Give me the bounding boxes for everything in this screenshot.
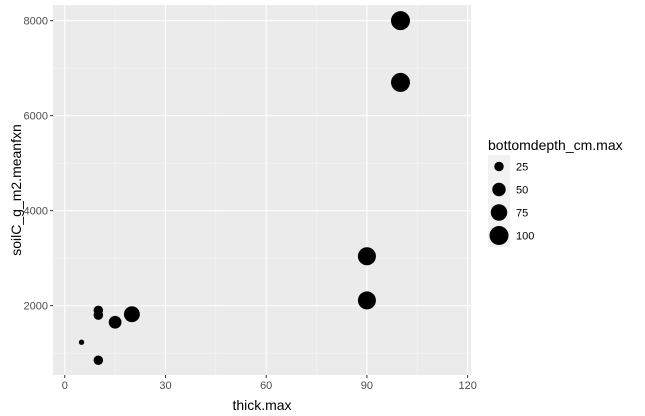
size-legend: bottomdepth_cm.max 25 50 75 100 (488, 137, 623, 247)
plot-panel (53, 5, 471, 375)
data-point (93, 355, 104, 366)
data-point (78, 339, 85, 345)
legend-keys: 25 50 75 100 (488, 155, 534, 247)
y-tick-label: 4000 (24, 206, 48, 218)
x-tick-label: 90 (361, 380, 373, 392)
y-axis-title: soilC_g_m2.meanfxn (8, 124, 24, 256)
data-point (390, 72, 410, 92)
y-tick-label: 2000 (24, 301, 48, 313)
x-tick-label: 0 (62, 380, 68, 392)
data-point (93, 305, 104, 316)
y-axis-ticks: 2000 4000 6000 8000 (24, 16, 53, 313)
data-point (357, 291, 376, 310)
legend-key-label: 100 (516, 231, 534, 243)
y-tick-label: 8000 (24, 16, 48, 28)
x-axis-ticks: 0 30 60 90 120 (62, 375, 477, 392)
legend-key-point (494, 161, 504, 172)
data-points (78, 11, 410, 366)
y-tick-label: 6000 (24, 111, 48, 123)
legend-title: bottomdepth_cm.max (488, 137, 623, 153)
data-point (108, 315, 122, 329)
legend-key-point (492, 182, 506, 197)
x-axis-title: thick.max (232, 397, 291, 413)
data-point (123, 306, 140, 323)
minor-gridlines (53, 5, 471, 375)
x-tick-label: 30 (159, 380, 171, 392)
data-point (390, 11, 410, 31)
legend-key-label: 25 (516, 162, 528, 174)
legend-key-point (490, 204, 508, 221)
x-tick-label: 120 (458, 380, 476, 392)
x-tick-label: 60 (260, 380, 272, 392)
legend-key-point (489, 226, 509, 245)
legend-key-label: 75 (516, 208, 528, 220)
major-gridlines (53, 5, 471, 375)
legend-key-label: 50 (516, 185, 528, 197)
data-point (357, 247, 376, 266)
